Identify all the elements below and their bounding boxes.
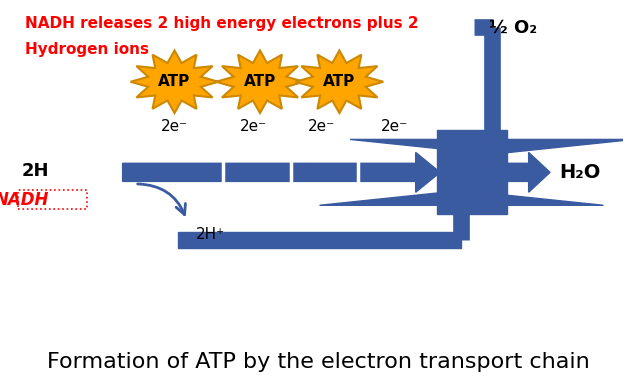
Polygon shape — [216, 51, 304, 113]
FancyArrow shape — [350, 139, 634, 154]
FancyArrow shape — [123, 152, 440, 192]
FancyArrow shape — [508, 152, 550, 192]
Text: 2e⁻: 2e⁻ — [240, 119, 268, 134]
Bar — [177, 232, 462, 248]
Text: 2e⁻: 2e⁻ — [307, 119, 335, 134]
Text: ATP: ATP — [158, 74, 191, 89]
Text: ATP: ATP — [323, 74, 356, 89]
Text: ATP: ATP — [244, 74, 276, 89]
Text: ½ O₂: ½ O₂ — [489, 19, 537, 37]
FancyArrow shape — [319, 190, 604, 205]
Text: Hydrogen ions: Hydrogen ions — [25, 42, 149, 57]
Text: 2H⁺: 2H⁺ — [196, 227, 225, 242]
Text: 2H: 2H — [22, 162, 50, 180]
Text: 2e⁻: 2e⁻ — [381, 119, 408, 134]
Text: Formation of ATP by the electron transport chain: Formation of ATP by the electron transpo… — [46, 352, 590, 372]
Text: H₂O: H₂O — [559, 163, 600, 182]
Text: NADH releases 2 high energy electrons plus 2: NADH releases 2 high energy electrons pl… — [25, 16, 418, 31]
Text: 2e⁻: 2e⁻ — [161, 119, 188, 134]
Polygon shape — [130, 51, 219, 113]
Bar — [437, 129, 508, 214]
Text: NADH: NADH — [0, 192, 50, 210]
Polygon shape — [295, 51, 384, 113]
FancyArrowPatch shape — [137, 184, 186, 214]
